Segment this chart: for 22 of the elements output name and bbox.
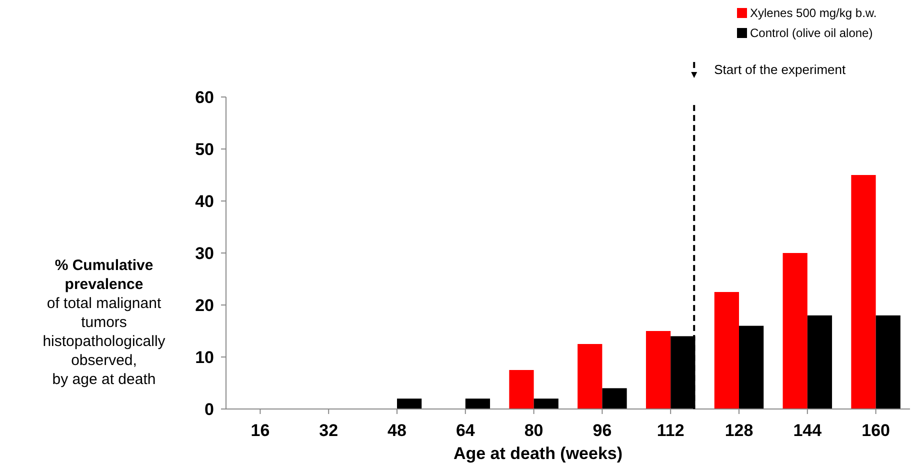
x-tick-label: 96 xyxy=(592,421,612,440)
x-tick-label: 160 xyxy=(862,421,890,440)
y-tick-label: 40 xyxy=(195,192,214,211)
y-tick-label: 60 xyxy=(195,88,214,107)
y-tick-label: 10 xyxy=(195,348,214,367)
x-tick-label: 144 xyxy=(793,421,822,440)
x-tick-label: 64 xyxy=(456,421,476,440)
x-tick-label: 128 xyxy=(724,421,754,440)
x-tick-label: 80 xyxy=(524,421,544,440)
y-tick-label: 30 xyxy=(195,244,214,263)
x-tick-label: 48 xyxy=(388,421,406,440)
legend-label: Control (olive oil alone) xyxy=(750,26,873,40)
y-axis-title: % Cumulative prevalence of total malignant tumors histopathologically observed, by age at death xyxy=(42,257,166,388)
x-axis-title: Age at death (weeks) xyxy=(453,444,623,463)
legend-label: Start of the experiment xyxy=(714,62,846,77)
y-tick-label: 20 xyxy=(195,296,214,315)
x-tick-label: 112 xyxy=(656,421,684,440)
x-tick-label: 32 xyxy=(319,421,338,440)
legend-label: Xylenes 500 mg/kg b.w. xyxy=(750,6,877,20)
y-tick-label: 0 xyxy=(204,400,214,419)
y-tick-label: 50 xyxy=(195,140,214,159)
x-tick-label: 16 xyxy=(250,421,270,440)
